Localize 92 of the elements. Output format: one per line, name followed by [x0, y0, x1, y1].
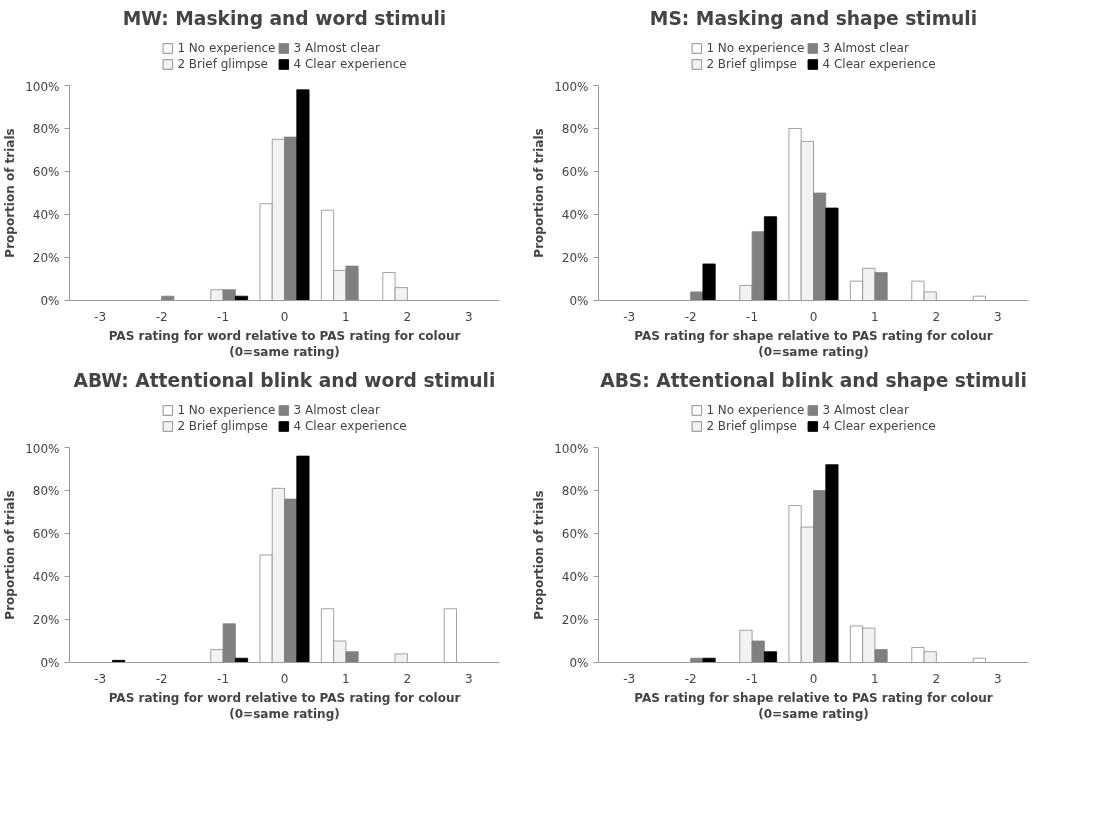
x-tick-label: 1	[342, 671, 350, 686]
x-tick-label: -2	[684, 309, 697, 324]
y-tick-label: 80%	[561, 483, 589, 498]
y-tick-label: 60%	[32, 526, 60, 541]
x-tick-label: -2	[155, 671, 168, 686]
x-tick-label: -1	[217, 309, 230, 324]
x-tick-label: -1	[746, 309, 759, 324]
y-tick-label: 0%	[40, 293, 60, 308]
y-axis-title: Proportion of trials	[532, 128, 547, 258]
y-tick-label: 60%	[32, 164, 60, 179]
x-axis-title: PAS rating for word relative to PAS rating for colour (0=same rating)	[108, 690, 461, 722]
chart-title: ABS: Attentional blink and shape stimuli	[600, 369, 1027, 391]
legend-label: 3 Almost clear	[822, 403, 909, 417]
legend-label: 4 Clear experience	[293, 57, 407, 71]
x-tick-label: -1	[746, 671, 759, 686]
legend-label: 4 Clear experience	[822, 419, 936, 433]
x-tick-label: 0	[809, 309, 818, 324]
y-tick-label: 20%	[561, 250, 589, 265]
x-tick-label: 3	[993, 671, 1002, 686]
bar	[161, 295, 175, 301]
bar	[763, 651, 778, 663]
legend-label: 2 Brief glimpse	[177, 57, 268, 71]
y-axis-title: Proportion of trials	[3, 490, 18, 620]
y-tick-label: 0%	[569, 655, 589, 670]
y-tick-label: 0%	[40, 655, 60, 670]
x-tick-label: 0	[280, 671, 289, 686]
bar	[296, 89, 310, 301]
y-tick-label: 80%	[561, 121, 589, 136]
x-tick-label: -3	[94, 309, 107, 324]
y-tick-label: 40%	[32, 569, 60, 584]
x-tick-label: 2	[403, 671, 412, 686]
y-tick-label: 40%	[561, 569, 589, 584]
x-axis-title: PAS rating for shape relative to PAS rating for colour (0=same rating)	[634, 690, 993, 722]
legend-label: 1 No experience	[706, 41, 805, 55]
y-tick-label: 100%	[554, 79, 589, 94]
y-tick-label: 100%	[25, 441, 60, 456]
chart-title: MS: Masking and shape stimuli	[649, 7, 978, 29]
y-tick-label: 20%	[32, 612, 60, 627]
x-tick-label: 1	[871, 671, 879, 686]
y-axis-title: Proportion of trials	[532, 490, 547, 620]
y-tick-label: 80%	[32, 483, 60, 498]
x-tick-label: -3	[623, 309, 636, 324]
legend-label: 3 Almost clear	[822, 41, 909, 55]
x-axis-title: PAS rating for shape relative to PAS rating for colour (0=same rating)	[634, 328, 993, 360]
bar	[690, 291, 704, 301]
y-tick-label: 80%	[32, 121, 60, 136]
y-tick-label: 60%	[561, 526, 589, 541]
bar	[763, 216, 778, 301]
bar	[443, 608, 457, 663]
legend-label: 2 Brief glimpse	[177, 419, 268, 433]
bar	[825, 464, 839, 663]
chart-title: MW: Masking and word stimuli	[122, 7, 447, 29]
legend-label: 3 Almost clear	[293, 403, 380, 417]
legend-label: 2 Brief glimpse	[706, 419, 797, 433]
legend-label: 1 No experience	[706, 403, 805, 417]
bar	[825, 207, 839, 301]
y-axis-title: Proportion of trials	[3, 128, 18, 258]
x-tick-label: -3	[623, 671, 636, 686]
y-tick-label: 40%	[561, 207, 589, 222]
x-tick-label: 0	[280, 309, 289, 324]
legend-label: 3 Almost clear	[293, 41, 380, 55]
x-axis-title: PAS rating for word relative to PAS rating for colour (0=same rating)	[108, 328, 461, 360]
x-tick-label: 2	[932, 309, 941, 324]
legend-label: 1 No experience	[177, 41, 276, 55]
y-tick-label: 0%	[569, 293, 589, 308]
bar	[296, 455, 310, 663]
bar	[702, 657, 716, 663]
chart-title: ABW: Attentional blink and word stimuli	[73, 369, 496, 391]
x-tick-label: -2	[155, 309, 168, 324]
x-tick-label: -2	[684, 671, 697, 686]
x-tick-label: 2	[932, 671, 941, 686]
x-tick-label: 3	[464, 309, 473, 324]
y-tick-label: 100%	[554, 441, 589, 456]
x-tick-label: 1	[342, 309, 350, 324]
x-tick-label: 0	[809, 671, 818, 686]
x-tick-label: 3	[993, 309, 1002, 324]
legend-label: 2 Brief glimpse	[706, 57, 797, 71]
x-tick-label: 3	[464, 671, 473, 686]
x-tick-label: 2	[403, 309, 412, 324]
legend-label: 4 Clear experience	[293, 419, 407, 433]
bar	[394, 653, 408, 663]
y-tick-label: 40%	[32, 207, 60, 222]
y-tick-label: 100%	[25, 79, 60, 94]
y-tick-label: 20%	[561, 612, 589, 627]
y-tick-label: 60%	[561, 164, 589, 179]
x-tick-label: -3	[94, 671, 107, 686]
legend-label: 1 No experience	[177, 403, 276, 417]
x-tick-label: 1	[871, 309, 879, 324]
legend-label: 4 Clear experience	[822, 57, 936, 71]
x-tick-label: -1	[217, 671, 230, 686]
bar	[702, 263, 716, 301]
y-tick-label: 20%	[32, 250, 60, 265]
